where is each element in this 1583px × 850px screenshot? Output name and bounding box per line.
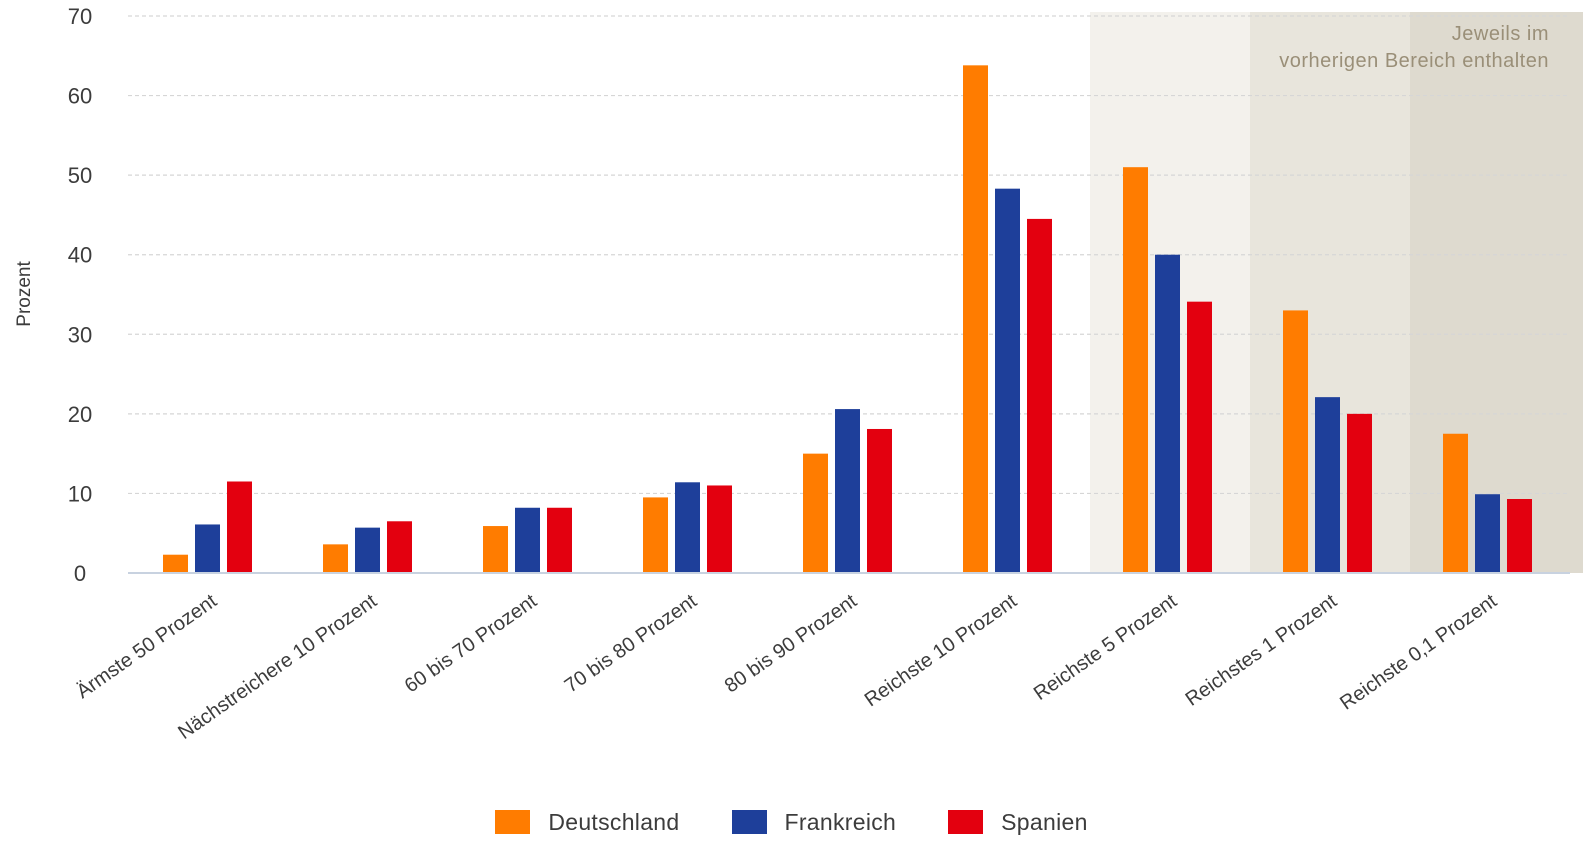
x-tick-label: Reichste 10 Prozent	[861, 590, 1022, 712]
bar-spanien-4	[867, 428, 892, 573]
bar-spanien-3	[707, 485, 732, 573]
bar-frankreich-4	[835, 409, 860, 573]
x-tick-label: Ärmste 50 Prozent	[73, 590, 222, 703]
annotation-text: vorherigen Bereich enthalten	[1279, 50, 1549, 72]
legend-label: Deutschland	[548, 808, 680, 835]
bars	[163, 65, 1532, 574]
y-tick-label: 70	[68, 4, 92, 29]
bar-frankreich-8	[1475, 494, 1500, 573]
bar-deutschland-1	[323, 544, 348, 573]
bar-deutschland-7	[1283, 310, 1308, 573]
annotation-shading	[1090, 12, 1583, 573]
legend-item-frankreich[interactable]: Frankreich	[731, 808, 897, 836]
bar-spanien-6	[1187, 301, 1212, 573]
bar-spanien-8	[1507, 498, 1532, 573]
bar-spanien-1	[387, 521, 412, 573]
bar-deutschland-5	[963, 65, 988, 573]
y-tick-label: 60	[68, 84, 92, 109]
y-tick-label: 0	[74, 561, 86, 586]
y-axis-label: Prozent	[14, 261, 35, 327]
legend-swatch-frankreich	[731, 810, 767, 834]
y-tick-label: 50	[68, 163, 92, 188]
legend-item-spanien[interactable]: Spanien	[948, 809, 1088, 836]
bar-frankreich-2	[515, 507, 540, 573]
bar-spanien-2	[547, 507, 572, 573]
bar-deutschland-3	[643, 497, 668, 573]
x-tick-label: 60 bis 70 Prozent	[401, 590, 541, 698]
bar-deutschland-8	[1443, 433, 1468, 573]
x-tick-label: Reichstes 1 Prozent	[1182, 590, 1342, 711]
y-tick-label: 10	[68, 481, 92, 506]
bar-spanien-0	[227, 481, 252, 573]
x-tick-label: 80 bis 90 Prozent	[721, 590, 861, 698]
legend-swatch-deutschland	[495, 810, 531, 834]
bar-frankreich-3	[675, 482, 700, 573]
bar-frankreich-5	[995, 188, 1020, 574]
legend-label: Frankreich	[784, 808, 897, 835]
x-tick-label: Reichste 5 Prozent	[1030, 590, 1181, 705]
y-tick-label: 20	[68, 402, 92, 427]
annotation: Jeweils im vorherigen Bereich enthalten	[1279, 23, 1549, 72]
bar-deutschland-2	[483, 526, 508, 573]
y-tick-label: 30	[68, 322, 92, 347]
bar-frankreich-1	[355, 527, 380, 573]
bar-deutschland-4	[803, 453, 828, 573]
annotation-shade-band	[1410, 12, 1583, 573]
legend: Deutschland Frankreich Spanien	[0, 806, 1583, 838]
legend-item-deutschland[interactable]: Deutschland	[495, 809, 679, 836]
bar-spanien-7	[1347, 413, 1372, 573]
x-tick-label: Reichste 0,1 Prozent	[1336, 590, 1501, 715]
annotation-text: Jeweils im	[1452, 23, 1549, 45]
y-tick-label: 40	[68, 243, 92, 268]
bar-deutschland-0	[163, 554, 188, 573]
bar-spanien-5	[1027, 218, 1052, 573]
x-tick-label: 70 bis 80 Prozent	[561, 590, 701, 698]
legend-label: Spanien	[1001, 808, 1088, 835]
bar-deutschland-6	[1123, 167, 1148, 573]
legend-swatch-spanien	[948, 810, 984, 834]
bar-frankreich-0	[195, 524, 220, 573]
bar-frankreich-7	[1315, 397, 1340, 573]
bar-frankreich-6	[1155, 254, 1180, 573]
